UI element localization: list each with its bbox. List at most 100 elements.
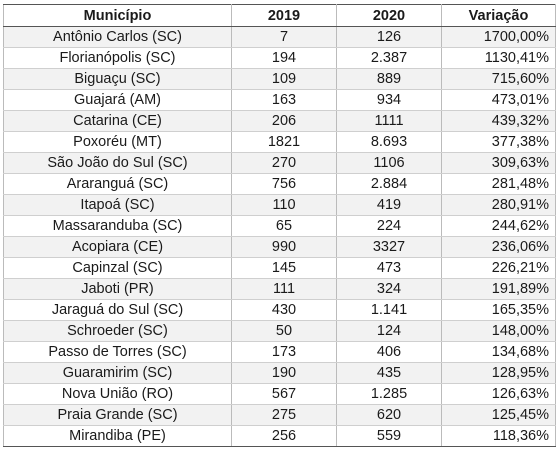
- table-row: Acopiara (CE) 990 3327 236,06%: [3, 236, 556, 258]
- cell-2019: 110: [231, 194, 337, 216]
- cell-variacao: 134,68%: [441, 341, 556, 363]
- cell-2020: 2.884: [336, 173, 442, 195]
- cell-2019: 65: [231, 215, 337, 237]
- cell-municipio: Nova União (RO): [3, 383, 232, 405]
- cell-2020: 124: [336, 320, 442, 342]
- table-row: Guaramirim (SC) 190 435 128,95%: [3, 362, 556, 384]
- cell-municipio: Passo de Torres (SC): [3, 341, 232, 363]
- cell-variacao: 125,45%: [441, 404, 556, 426]
- cell-2020: 1111: [336, 110, 442, 132]
- table-body: Antônio Carlos (SC) 7 126 1700,00% Florianóp…: [3, 26, 556, 447]
- cell-2020: 559: [336, 425, 442, 447]
- cell-municipio: Jaboti (PR): [3, 278, 232, 300]
- cell-municipio: Jaraguá do Sul (SC): [3, 299, 232, 321]
- table-row: Massaranduba (SC) 65 224 244,62%: [3, 215, 556, 237]
- header-2020: 2020: [336, 4, 442, 27]
- table-row: Araranguá (SC) 756 2.884 281,48%: [3, 173, 556, 195]
- cell-2020: 126: [336, 26, 442, 48]
- cell-2019: 163: [231, 89, 337, 111]
- cell-variacao: 126,63%: [441, 383, 556, 405]
- cell-variacao: 439,32%: [441, 110, 556, 132]
- cell-municipio: Itapoá (SC): [3, 194, 232, 216]
- cell-municipio: Guaramirim (SC): [3, 362, 232, 384]
- cell-variacao: 128,95%: [441, 362, 556, 384]
- cell-2019: 270: [231, 152, 337, 174]
- cell-2020: 2.387: [336, 47, 442, 69]
- cell-2020: 1.141: [336, 299, 442, 321]
- cell-2020: 224: [336, 215, 442, 237]
- cell-2019: 50: [231, 320, 337, 342]
- cell-2020: 473: [336, 257, 442, 279]
- cell-2019: 567: [231, 383, 337, 405]
- table-row: Antônio Carlos (SC) 7 126 1700,00%: [3, 26, 556, 48]
- cell-2019: 145: [231, 257, 337, 279]
- header-municipio: Município: [3, 4, 232, 27]
- cell-municipio: Massaranduba (SC): [3, 215, 232, 237]
- cell-2020: 620: [336, 404, 442, 426]
- cell-2019: 109: [231, 68, 337, 90]
- cell-municipio: Florianópolis (SC): [3, 47, 232, 69]
- cell-2019: 111: [231, 278, 337, 300]
- cell-municipio: Capinzal (SC): [3, 257, 232, 279]
- cell-variacao: 226,21%: [441, 257, 556, 279]
- cell-variacao: 715,60%: [441, 68, 556, 90]
- cell-2020: 324: [336, 278, 442, 300]
- table-row: Catarina (CE) 206 1111 439,32%: [3, 110, 556, 132]
- table-row: Mirandiba (PE) 256 559 118,36%: [3, 425, 556, 447]
- table-row: Guajará (AM) 163 934 473,01%: [3, 89, 556, 111]
- cell-municipio: Guajará (AM): [3, 89, 232, 111]
- table-row: Florianópolis (SC) 194 2.387 1130,41%: [3, 47, 556, 69]
- cell-2019: 275: [231, 404, 337, 426]
- cell-variacao: 473,01%: [441, 89, 556, 111]
- cell-variacao: 118,36%: [441, 425, 556, 447]
- table-row: Jaraguá do Sul (SC) 430 1.141 165,35%: [3, 299, 556, 321]
- table-row: Poxoréu (MT) 1821 8.693 377,38%: [3, 131, 556, 153]
- table-row: São João do Sul (SC) 270 1106 309,63%: [3, 152, 556, 174]
- cell-municipio: Antônio Carlos (SC): [3, 26, 232, 48]
- cell-2019: 206: [231, 110, 337, 132]
- table-row: Itapoá (SC) 110 419 280,91%: [3, 194, 556, 216]
- cell-variacao: 244,62%: [441, 215, 556, 237]
- municipality-table-container: Município 2019 2020 Variação Antônio Car…: [3, 4, 556, 447]
- cell-2020: 1106: [336, 152, 442, 174]
- cell-variacao: 281,48%: [441, 173, 556, 195]
- table-row: Jaboti (PR) 111 324 191,89%: [3, 278, 556, 300]
- cell-municipio: Poxoréu (MT): [3, 131, 232, 153]
- municipality-variation-table: Município 2019 2020 Variação Antônio Car…: [3, 4, 556, 447]
- header-2019: 2019: [231, 4, 337, 27]
- cell-2019: 190: [231, 362, 337, 384]
- cell-2019: 194: [231, 47, 337, 69]
- table-header: Município 2019 2020 Variação: [3, 4, 556, 27]
- cell-municipio: Praia Grande (SC): [3, 404, 232, 426]
- cell-variacao: 1700,00%: [441, 26, 556, 48]
- table-row: Schroeder (SC) 50 124 148,00%: [3, 320, 556, 342]
- table-row: Praia Grande (SC) 275 620 125,45%: [3, 404, 556, 426]
- cell-2019: 990: [231, 236, 337, 258]
- cell-2019: 756: [231, 173, 337, 195]
- cell-2020: 406: [336, 341, 442, 363]
- cell-municipio: Acopiara (CE): [3, 236, 232, 258]
- cell-2020: 934: [336, 89, 442, 111]
- cell-2019: 1821: [231, 131, 337, 153]
- header-variacao: Variação: [441, 4, 556, 27]
- table-row: Nova União (RO) 567 1.285 126,63%: [3, 383, 556, 405]
- cell-variacao: 377,38%: [441, 131, 556, 153]
- cell-variacao: 309,63%: [441, 152, 556, 174]
- cell-2020: 435: [336, 362, 442, 384]
- cell-2020: 419: [336, 194, 442, 216]
- table-row: Biguaçu (SC) 109 889 715,60%: [3, 68, 556, 90]
- cell-2020: 1.285: [336, 383, 442, 405]
- table-row: Capinzal (SC) 145 473 226,21%: [3, 257, 556, 279]
- cell-2020: 3327: [336, 236, 442, 258]
- cell-2019: 173: [231, 341, 337, 363]
- cell-municipio: Catarina (CE): [3, 110, 232, 132]
- cell-variacao: 148,00%: [441, 320, 556, 342]
- cell-variacao: 165,35%: [441, 299, 556, 321]
- cell-variacao: 236,06%: [441, 236, 556, 258]
- cell-2019: 256: [231, 425, 337, 447]
- header-row: Município 2019 2020 Variação: [3, 4, 556, 27]
- cell-variacao: 191,89%: [441, 278, 556, 300]
- cell-2019: 430: [231, 299, 337, 321]
- cell-municipio: São João do Sul (SC): [3, 152, 232, 174]
- cell-municipio: Biguaçu (SC): [3, 68, 232, 90]
